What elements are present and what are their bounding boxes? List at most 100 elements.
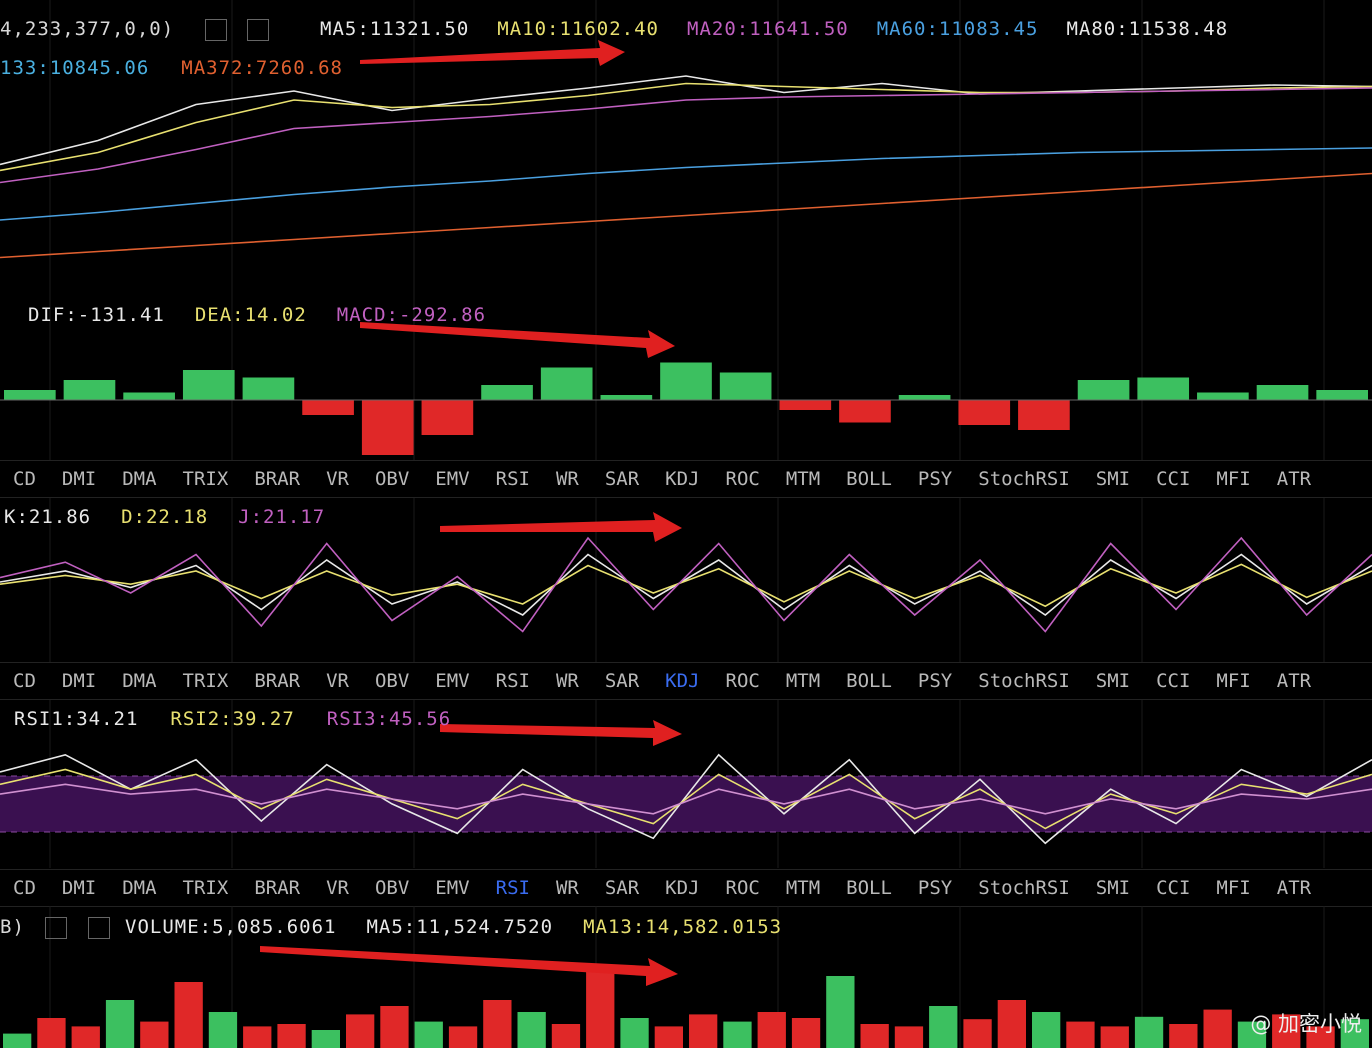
tab-roc[interactable]: ROC — [725, 670, 760, 692]
ma-label: MA80:11538.48 — [1066, 18, 1229, 40]
tab-cd[interactable]: CD — [13, 670, 36, 692]
tab-mfi[interactable]: MFI — [1216, 468, 1251, 490]
tab-brar[interactable]: BRAR — [254, 670, 301, 692]
tab-obv[interactable]: OBV — [374, 670, 410, 692]
macd-bar — [1018, 400, 1070, 430]
rsi-label: RSI2:39.27 — [170, 708, 295, 730]
tab-mfi[interactable]: MFI — [1216, 670, 1251, 692]
tab-emv[interactable]: EMV — [435, 670, 470, 692]
tab-rsi[interactable]: RSI — [495, 468, 530, 490]
tab-trix[interactable]: TRIX — [182, 877, 229, 899]
tab-cci[interactable]: CCI — [1156, 877, 1191, 899]
tab-mfi[interactable]: MFI — [1216, 877, 1251, 899]
tab-mtm[interactable]: MTM — [785, 468, 821, 490]
macd-bar — [481, 385, 533, 400]
tab-mtm[interactable]: MTM — [785, 670, 821, 692]
tab-smi[interactable]: SMI — [1095, 670, 1131, 692]
tab-atr[interactable]: ATR — [1276, 468, 1312, 490]
tab-emv[interactable]: EMV — [435, 877, 470, 899]
tab-kdj[interactable]: KDJ — [665, 670, 700, 692]
macd-label: DEA:14.02 — [194, 304, 307, 326]
tab-sar[interactable]: SAR — [604, 670, 640, 692]
macd-bar — [421, 400, 474, 435]
tab-boll[interactable]: BOLL — [846, 877, 892, 899]
tab-smi[interactable]: SMI — [1095, 877, 1131, 899]
macd-bar — [660, 362, 712, 400]
price-chart — [0, 0, 1372, 300]
tab-wr[interactable]: WR — [555, 468, 579, 490]
tab-psy[interactable]: PSY — [917, 468, 953, 490]
tab-dmi[interactable]: DMI — [61, 670, 97, 692]
tab-sar[interactable]: SAR — [604, 877, 640, 899]
tab-vr[interactable]: VR — [326, 468, 349, 490]
tab-stochrsi[interactable]: StochRSI — [978, 468, 1070, 490]
tab-kdj[interactable]: KDJ — [665, 877, 700, 899]
tab-kdj[interactable]: KDJ — [665, 468, 700, 490]
volume-header: B) — [0, 916, 118, 939]
tab-rsi[interactable]: RSI — [495, 877, 530, 899]
tab-atr[interactable]: ATR — [1276, 877, 1312, 899]
tab-wr[interactable]: WR — [555, 670, 579, 692]
macd-bar — [1077, 380, 1130, 400]
price-pane: 4,233,377,0,0) MA5:11321.50 MA10:11602.40… — [0, 0, 1372, 300]
tab-dma[interactable]: DMA — [122, 877, 157, 899]
tab-rsi[interactable]: RSI — [495, 670, 530, 692]
tab-obv[interactable]: OBV — [374, 468, 410, 490]
watermark: @ 加密小悦 — [1250, 1012, 1362, 1036]
tab-smi[interactable]: SMI — [1095, 468, 1131, 490]
volume-bar — [723, 1021, 752, 1048]
macd-chart — [0, 300, 1372, 460]
tab-trix[interactable]: TRIX — [182, 468, 229, 490]
tab-boll[interactable]: BOLL — [846, 468, 892, 490]
tab-boll[interactable]: BOLL — [846, 670, 892, 692]
tab-wr[interactable]: WR — [555, 877, 579, 899]
close-icon[interactable] — [87, 916, 110, 939]
volume-bar — [1203, 1009, 1232, 1048]
tab-cci[interactable]: CCI — [1156, 670, 1191, 692]
volume-bar — [1169, 1024, 1198, 1048]
tab-psy[interactable]: PSY — [917, 670, 953, 692]
tab-stochrsi[interactable]: StochRSI — [978, 670, 1070, 692]
tab-emv[interactable]: EMV — [435, 468, 470, 490]
tab-atr[interactable]: ATR — [1276, 670, 1312, 692]
volume-label: MA13:14,582.0153 — [583, 916, 783, 938]
tab-cd[interactable]: CD — [13, 877, 36, 899]
tab-dmi[interactable]: DMI — [61, 877, 97, 899]
ma-label: 133:10845.06 — [0, 57, 150, 79]
tab-dmi[interactable]: DMI — [61, 468, 97, 490]
tab-dma[interactable]: DMA — [122, 468, 157, 490]
tab-roc[interactable]: ROC — [725, 468, 760, 490]
tab-sar[interactable]: SAR — [604, 468, 640, 490]
macd-bar — [1316, 390, 1368, 400]
macd-bar — [540, 367, 593, 400]
settings-icon[interactable] — [204, 18, 227, 41]
tab-cd[interactable]: CD — [13, 468, 36, 490]
kdj-chart — [0, 498, 1372, 662]
tab-dma[interactable]: DMA — [122, 670, 157, 692]
tab-roc[interactable]: ROC — [725, 877, 760, 899]
kdj-series-d — [0, 563, 1372, 608]
volume-bar — [929, 1006, 958, 1048]
tab-psy[interactable]: PSY — [917, 877, 953, 899]
tab-vr[interactable]: VR — [326, 877, 349, 899]
macd-label: DIF:-131.41 — [28, 304, 165, 326]
volume-bar — [1134, 1016, 1164, 1048]
macd-bar — [4, 390, 56, 400]
tab-stochrsi[interactable]: StochRSI — [978, 877, 1070, 899]
close-icon[interactable] — [247, 18, 270, 41]
price-series-ma10 — [0, 82, 1372, 172]
tab-mtm[interactable]: MTM — [785, 877, 821, 899]
kdj-series-j — [0, 536, 1372, 633]
tab-vr[interactable]: VR — [326, 670, 349, 692]
indicator-tabs-2: CD DMI DMA TRIX BRAR VR OBV EMV RSI WR SAR KDJ ROC MT… — [0, 662, 1372, 700]
kdj-pane: K:21.86 D:22.18 J:21.17 — [0, 498, 1372, 662]
tab-brar[interactable]: BRAR — [254, 468, 301, 490]
rsi-chart — [0, 700, 1372, 868]
macd-bar — [958, 400, 1011, 425]
volume-pane: B) VOLUME:5,085.6061 MA5:11,524.7520 MA13:… — [0, 906, 1372, 1048]
tab-cci[interactable]: CCI — [1156, 468, 1191, 490]
tab-trix[interactable]: TRIX — [182, 670, 229, 692]
tab-obv[interactable]: OBV — [374, 877, 410, 899]
settings-icon[interactable] — [45, 916, 68, 939]
tab-brar[interactable]: BRAR — [254, 877, 301, 899]
